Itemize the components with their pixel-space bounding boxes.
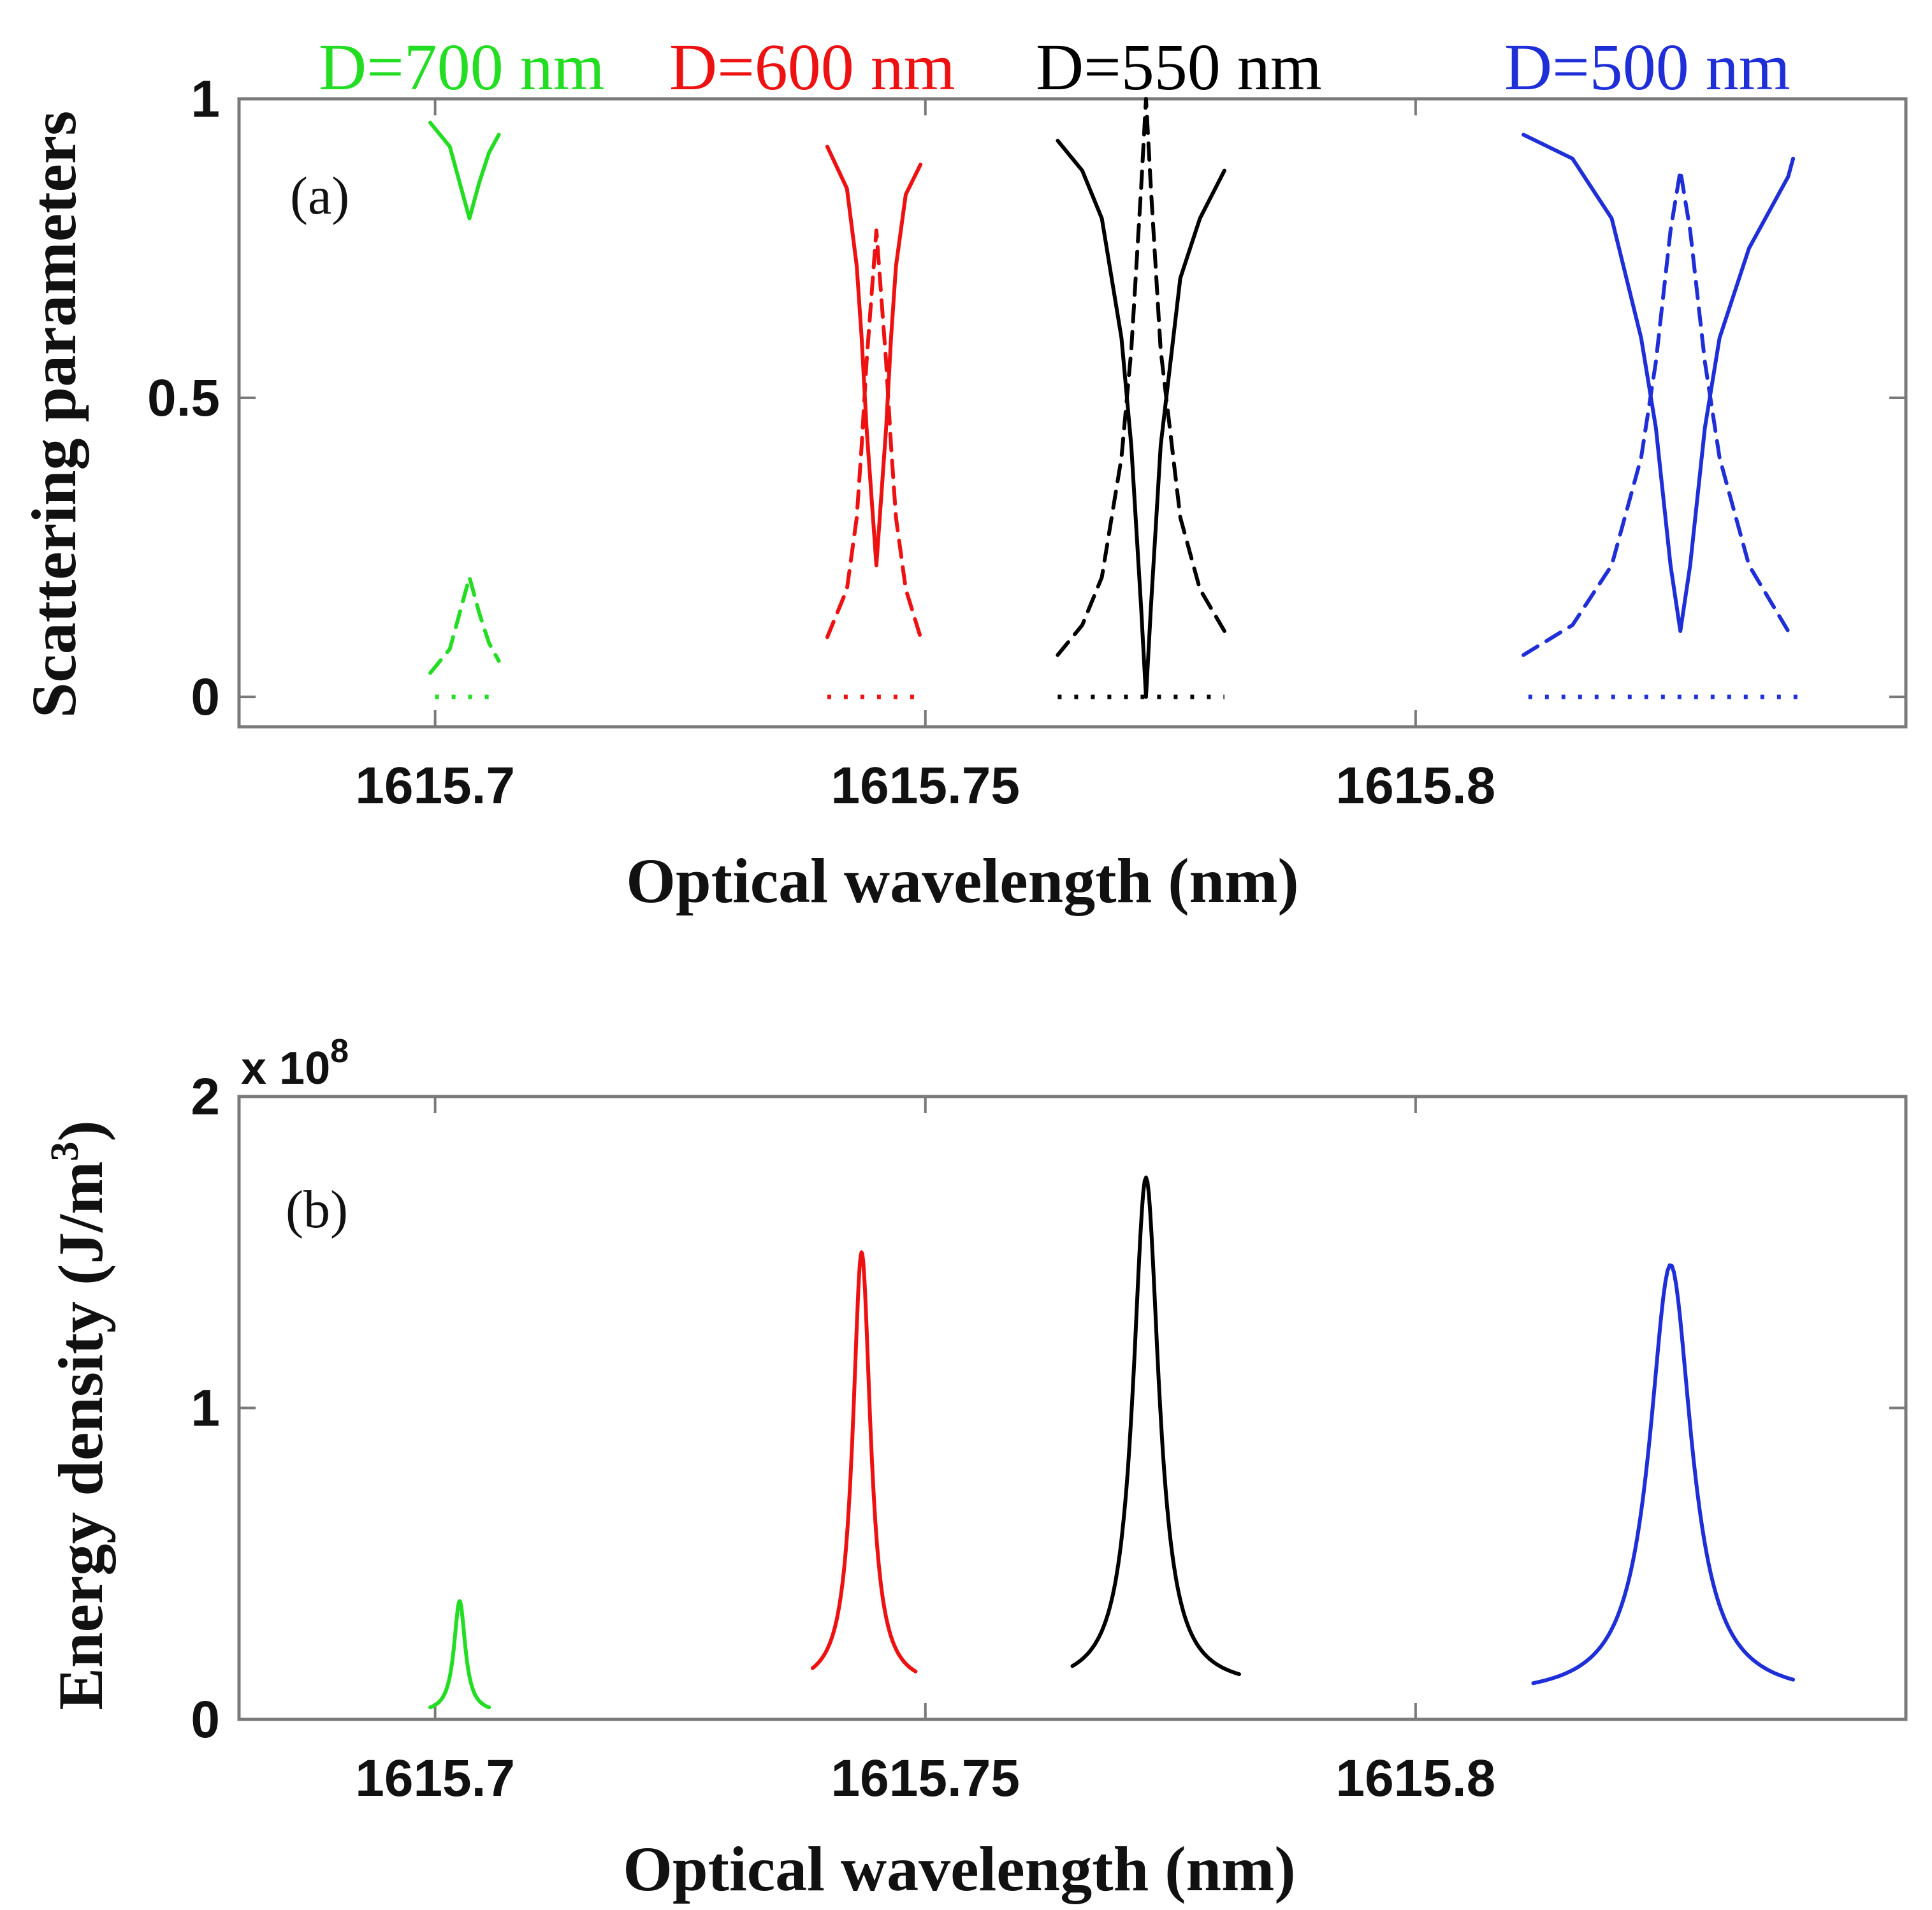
panel-b-series-d-550-nm-solid bbox=[1070, 1176, 1241, 1677]
panel-a-series-d-550-nm-solid bbox=[1056, 138, 1226, 699]
panel-a-series-d-600-nm-dashed bbox=[825, 228, 923, 639]
panel-a-ytick-label-2: 1 bbox=[191, 70, 220, 128]
panel-a-series-d-700-nm-solid bbox=[428, 120, 501, 221]
panel-a-xlabel: Optical wavelength (nm) bbox=[626, 845, 1298, 916]
panel-a-ytick-label-0: 0 bbox=[191, 668, 220, 726]
panel-b-label: (b) bbox=[286, 1180, 348, 1239]
panel-a-series bbox=[428, 97, 1798, 699]
panel-b-ytick-label-2: 2 bbox=[191, 1068, 220, 1126]
legend-label-d700: D=700 nm bbox=[319, 31, 605, 104]
panel-b-xlabel: Optical wavelength (nm) bbox=[623, 1833, 1295, 1904]
legend: D=700 nm D=600 nm D=550 nm D=500 nm bbox=[319, 31, 1790, 104]
panel-a-ticks: 1615.7 1615.75 1615.8 0 0.5 1 bbox=[147, 70, 1906, 815]
panel-b-exponent: x 108 bbox=[241, 1033, 349, 1094]
panel-a-series-d-700-nm-dashed bbox=[428, 575, 501, 675]
legend-label-d550: D=550 nm bbox=[1036, 31, 1322, 104]
panel-b-series-d-600-nm-solid bbox=[810, 1250, 918, 1673]
panel-b-axes-frame bbox=[237, 1095, 1908, 1721]
panel-a-ytick-label-1: 0.5 bbox=[147, 369, 220, 427]
panel-b-ticks: 1615.7 1615.75 1615.8 0 1 2 bbox=[191, 1068, 1906, 1807]
panel-a-series-d-600-nm-solid bbox=[825, 145, 923, 567]
legend-label-d500: D=500 nm bbox=[1504, 31, 1790, 104]
panel-b-xtick-label-0: 1615.7 bbox=[355, 1749, 515, 1807]
panel-a-xtick-label-2: 1615.8 bbox=[1335, 757, 1495, 815]
panel-a-label: (a) bbox=[290, 166, 349, 226]
panel-b-ytick-label-1: 1 bbox=[191, 1380, 220, 1438]
panel-b-xtick-label-2: 1615.8 bbox=[1335, 1749, 1495, 1807]
panel-b-ytick-label-0: 0 bbox=[191, 1691, 220, 1749]
panel-b-ylabel-main: Energy density (J/m bbox=[45, 1162, 116, 1710]
panel-a-axes-frame bbox=[237, 97, 1908, 729]
panel-b-xtick-label-1: 1615.75 bbox=[831, 1749, 1020, 1807]
panel-a-xtick-label-0: 1615.7 bbox=[355, 757, 515, 815]
panel-b-ylabel: Energy density (J/m3) bbox=[43, 1120, 116, 1710]
panel-a-scattering: 1615.7 1615.75 1615.8 0 0.5 1 (a) Optical wav… bbox=[18, 70, 1908, 916]
panel-a-series-d-550-nm-dashed bbox=[1056, 97, 1226, 657]
panel-b-exponent-base: x 10 bbox=[241, 1043, 330, 1094]
panel-a-xtick-label-1: 1615.75 bbox=[831, 757, 1020, 815]
panel-b-series-d-700-nm-solid bbox=[428, 1599, 491, 1710]
panel-b-energy: 1615.7 1615.75 1615.8 0 1 2 (b) Optical wavel… bbox=[43, 1033, 1908, 1904]
panel-a-series-d-500-nm-solid bbox=[1522, 133, 1796, 633]
legend-label-d600: D=600 nm bbox=[669, 31, 955, 104]
panel-b-series-d-500-nm-solid bbox=[1531, 1263, 1796, 1686]
panel-b-exponent-power: 8 bbox=[330, 1033, 349, 1070]
panel-a-ylabel: Scattering parameters bbox=[18, 111, 89, 718]
panel-b-ylabel-suffix: ) bbox=[45, 1120, 116, 1141]
panel-b-ylabel-superscript: 3 bbox=[43, 1142, 87, 1162]
panel-b-series bbox=[428, 1176, 1796, 1710]
